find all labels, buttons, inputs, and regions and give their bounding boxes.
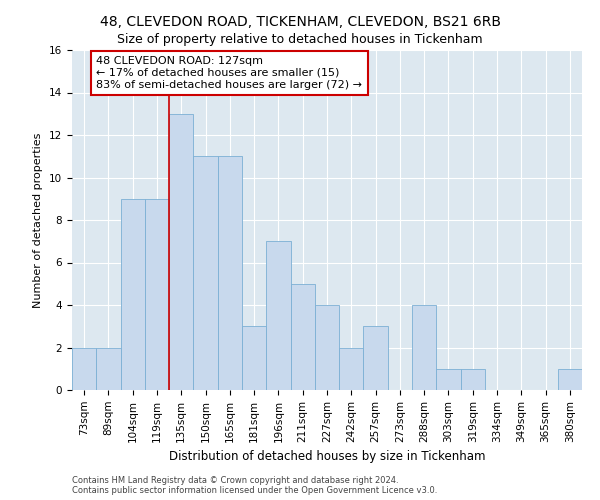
Text: 48 CLEVEDON ROAD: 127sqm
← 17% of detached houses are smaller (15)
83% of semi-d: 48 CLEVEDON ROAD: 127sqm ← 17% of detach… — [96, 56, 362, 90]
Bar — [121, 198, 145, 390]
X-axis label: Distribution of detached houses by size in Tickenham: Distribution of detached houses by size … — [169, 450, 485, 463]
Bar — [193, 156, 218, 390]
Bar — [266, 242, 290, 390]
Bar — [461, 369, 485, 390]
Bar — [436, 369, 461, 390]
Text: 48, CLEVEDON ROAD, TICKENHAM, CLEVEDON, BS21 6RB: 48, CLEVEDON ROAD, TICKENHAM, CLEVEDON, … — [100, 15, 500, 29]
Bar — [72, 348, 96, 390]
Bar — [242, 326, 266, 390]
Bar — [412, 305, 436, 390]
Bar — [218, 156, 242, 390]
Bar — [339, 348, 364, 390]
Bar — [558, 369, 582, 390]
Bar — [315, 305, 339, 390]
Bar — [290, 284, 315, 390]
Y-axis label: Number of detached properties: Number of detached properties — [34, 132, 43, 308]
Bar — [169, 114, 193, 390]
Bar — [364, 326, 388, 390]
Bar — [96, 348, 121, 390]
Text: Size of property relative to detached houses in Tickenham: Size of property relative to detached ho… — [117, 32, 483, 46]
Text: Contains HM Land Registry data © Crown copyright and database right 2024.
Contai: Contains HM Land Registry data © Crown c… — [72, 476, 437, 495]
Bar — [145, 198, 169, 390]
